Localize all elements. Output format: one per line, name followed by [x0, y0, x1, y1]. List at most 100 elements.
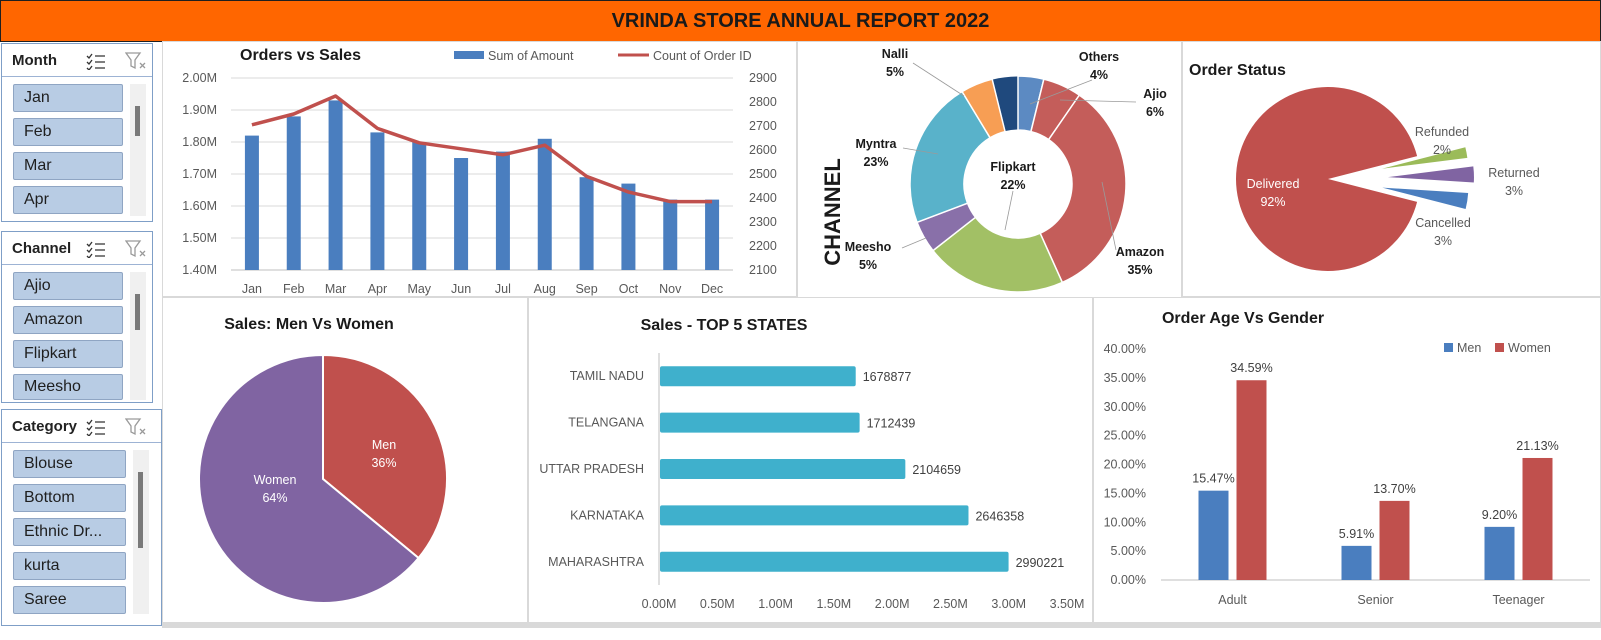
- multi-select-icon[interactable]: [86, 418, 106, 436]
- x-tick-label: May: [407, 282, 431, 296]
- y-tick-label: 10.00%: [1104, 515, 1146, 529]
- y-tick-label: TAMIL NADU: [570, 369, 644, 383]
- multi-select-icon[interactable]: [86, 240, 106, 258]
- bar-mar: [328, 100, 343, 271]
- x-tick-label: 1.50M: [816, 597, 851, 611]
- x-tick-label: 2.50M: [933, 597, 968, 611]
- bar-women-teenager: [1522, 457, 1553, 580]
- slicer-header: Category: [2, 410, 161, 443]
- top-states-chart: Sales - TOP 5 STATES TAMIL NADU 1678877 TEL…: [539, 317, 1085, 611]
- data-label: 5.91%: [1339, 527, 1374, 541]
- donut-slice-myntra: [909, 90, 992, 224]
- bar-sep: [579, 177, 594, 270]
- slicer-item-ethnic-dress[interactable]: Ethnic Dr...: [13, 518, 126, 546]
- slice-pct-women: 64%: [262, 491, 287, 505]
- pie-slice-men: [322, 353, 448, 560]
- clear-filter-icon[interactable]: [125, 239, 147, 259]
- x-tick-label: 3.50M: [1050, 597, 1085, 611]
- chart-title: Orders vs Sales: [240, 47, 361, 64]
- clear-filter-icon[interactable]: [125, 417, 147, 437]
- x-tick-label: Dec: [701, 282, 723, 296]
- orders-vs-sales-chart: Orders vs Sales Sum of Amount Count of Ord…: [182, 47, 777, 296]
- y-tick-label-right: 2100: [749, 263, 777, 277]
- slicer-scrollbar[interactable]: [130, 272, 146, 400]
- x-tick-label: Sep: [575, 282, 597, 296]
- bar-uttar-pradesh: [660, 459, 906, 479]
- slice-pct-cancelled: 3%: [1434, 234, 1452, 248]
- chart-title: Order Status: [1189, 62, 1286, 79]
- legend-label-count-of-order-id: Count of Order ID: [653, 49, 752, 63]
- y-tick-label: 40.00%: [1104, 342, 1146, 356]
- slicer-item-feb[interactable]: Feb: [13, 118, 123, 146]
- channel-donut-chart: Others 4% Ajio 6% Amazon 35% Flipkart 22% Meesho…: [820, 47, 1167, 293]
- leader-line: [1101, 181, 1117, 251]
- y-tick-label-right: 2200: [749, 239, 777, 253]
- donut-hole: [965, 131, 1071, 237]
- x-tick-label: 2.00M: [875, 597, 910, 611]
- top-states-panel: Sales - TOP 5 STATES TAMIL NADU 1678877 TEL…: [528, 297, 1093, 624]
- slicer-channel[interactable]: Channel Ajio Amazon Flipkart Meesho: [1, 231, 153, 403]
- y-tick-label-right: 2900: [749, 71, 777, 85]
- x-tick-label: Senior: [1357, 593, 1393, 607]
- slicer-month[interactable]: Month Jan Feb Mar Apr: [1, 43, 153, 222]
- scroll-thumb[interactable]: [135, 106, 140, 136]
- bar-men-teenager: [1484, 526, 1515, 580]
- chart-title: Sales: Men Vs Women: [224, 316, 394, 333]
- slicer-item-saree[interactable]: Saree: [13, 586, 126, 614]
- y-tick-label-right: 2600: [749, 143, 777, 157]
- x-tick-label: Mar: [325, 282, 347, 296]
- slicer-item-blouse[interactable]: Blouse: [13, 450, 126, 478]
- report-title: VRINDA STORE ANNUAL REPORT 2022: [611, 9, 990, 32]
- clear-filter-icon[interactable]: [125, 51, 147, 71]
- slicer-header: Channel: [2, 232, 152, 265]
- y-tick-label: MAHARASHTRA: [548, 555, 645, 569]
- data-label: 2104659: [912, 463, 961, 477]
- slice-label-myntra: Myntra: [856, 137, 898, 151]
- bar-jun: [454, 158, 469, 270]
- slicer-scrollbar[interactable]: [133, 450, 149, 614]
- slicer-item-ajio[interactable]: Ajio: [13, 272, 123, 300]
- slicer-item-mar[interactable]: Mar: [13, 152, 123, 180]
- leader-line: [1004, 190, 1014, 231]
- x-tick-label: Adult: [1218, 593, 1247, 607]
- scroll-thumb[interactable]: [135, 294, 140, 330]
- order-status-chart: Order Status Delivered 92% Refunded 2% Return…: [1189, 62, 1540, 272]
- slicer-item-meesho[interactable]: Meesho: [13, 374, 123, 400]
- slicer-item-jan[interactable]: Jan: [13, 84, 123, 112]
- slicer-item-apr[interactable]: Apr: [13, 186, 123, 214]
- slicer-item-flipkart[interactable]: Flipkart: [13, 340, 123, 368]
- bar-may: [412, 142, 427, 270]
- report-title-banner: VRINDA STORE ANNUAL REPORT 2022: [0, 0, 1601, 42]
- slice-label-meesho: Meesho: [845, 240, 892, 254]
- slice-label-women: Women: [254, 473, 297, 487]
- legend-swatch-men: [1444, 343, 1453, 352]
- y-tick-label-right: 2300: [749, 215, 777, 229]
- x-tick-label: Nov: [659, 282, 682, 296]
- age-vs-gender-chart: Order Age Vs Gender Men Women 0.00% 5.00% 10.…: [1104, 310, 1590, 607]
- slice-label-cancelled: Cancelled: [1415, 216, 1471, 230]
- slicer-item-bottom[interactable]: Bottom: [13, 484, 126, 512]
- x-tick-label: Jan: [242, 282, 262, 296]
- donut-slice-flipkart: [931, 216, 1064, 293]
- bar-jul: [495, 151, 510, 270]
- slice-label-others: Others: [1079, 50, 1119, 64]
- slicer-scrollbar[interactable]: [130, 84, 146, 216]
- y-tick-label-right: 2400: [749, 191, 777, 205]
- men-vs-women-chart: Sales: Men Vs Women Men 36% Women 64%: [198, 316, 448, 604]
- slice-label-refunded: Refunded: [1415, 125, 1469, 139]
- slicer-item-amazon[interactable]: Amazon: [13, 306, 123, 334]
- channel-axis-label: CHANNEL: [820, 158, 845, 266]
- data-label: 1712439: [867, 417, 916, 431]
- slicer-item-kurta[interactable]: kurta: [13, 552, 126, 580]
- slicer-category[interactable]: Category Blouse Bottom Ethnic Dr... kurt…: [1, 409, 162, 626]
- bar-karnataka: [660, 505, 969, 526]
- multi-select-icon[interactable]: [86, 52, 106, 70]
- scroll-thumb[interactable]: [138, 472, 143, 548]
- legend-swatch-sum-of-amount: [454, 51, 484, 59]
- y-tick-label: UTTAR PRADESH: [539, 462, 644, 476]
- y-tick-label: 15.00%: [1104, 486, 1146, 500]
- horizontal-scrollbar[interactable]: [162, 622, 1601, 628]
- pie-slice-women: [198, 353, 420, 604]
- bar-apr: [370, 132, 385, 270]
- legend-swatch-women: [1495, 343, 1504, 352]
